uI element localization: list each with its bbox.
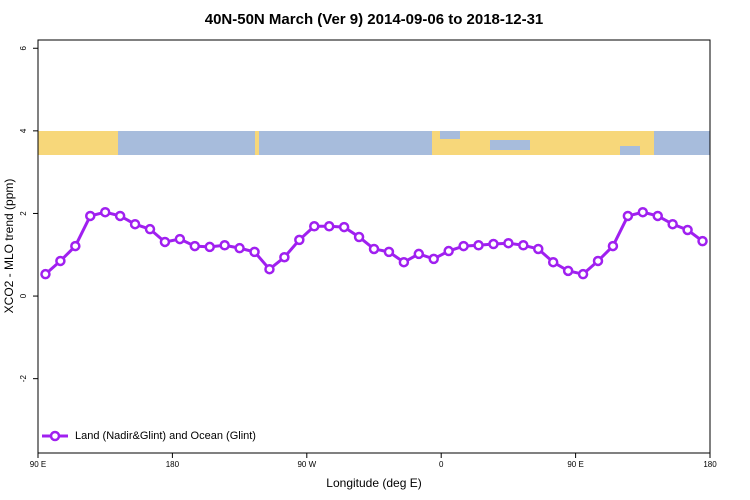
data-point — [144, 223, 156, 235]
y-tick-label: -2 — [19, 375, 28, 383]
data-point — [622, 210, 634, 222]
data-point — [443, 245, 454, 257]
chart-title: 40N-50N March (Ver 9) 2014-09-06 to 2018… — [205, 11, 544, 28]
x-axis-label: Longitude (deg E) — [326, 476, 421, 490]
data-point — [562, 265, 574, 277]
data-point — [682, 224, 693, 236]
x-tick-label: 0 — [439, 460, 444, 469]
data-point — [189, 240, 201, 252]
legend-label: Land (Nadir&Glint) and Ocean (Glint) — [75, 430, 256, 442]
data-point — [577, 268, 589, 280]
data-point — [458, 240, 469, 252]
data-point — [592, 255, 604, 267]
data-point — [637, 206, 649, 218]
data-point — [323, 221, 335, 232]
data-point — [473, 240, 484, 251]
data-point — [353, 231, 365, 243]
x-tick-label: 180 — [703, 460, 717, 469]
x-tick-label: 180 — [166, 460, 180, 469]
data-point — [368, 243, 380, 255]
data-point — [398, 256, 410, 268]
data-point — [219, 240, 230, 251]
x-tick-label: 90 W — [297, 460, 316, 469]
data-point — [264, 263, 275, 275]
land — [38, 131, 118, 155]
data-point — [294, 234, 305, 246]
y-tick-label: 0 — [19, 293, 28, 298]
data-point — [174, 233, 186, 245]
data-point — [114, 210, 126, 222]
map-strip — [38, 131, 710, 155]
data-point — [413, 248, 425, 260]
land — [255, 131, 259, 155]
data-point — [70, 240, 81, 252]
data-point — [279, 251, 290, 263]
x-tick-label: 90 E — [567, 460, 583, 469]
ocean — [490, 140, 530, 150]
data-point — [547, 256, 559, 268]
legend-marker — [49, 430, 61, 442]
y-tick-label: 6 — [19, 45, 28, 50]
data-point — [204, 241, 215, 253]
data-point — [652, 210, 663, 222]
plot-frame — [37, 39, 711, 454]
data-point — [40, 268, 51, 280]
land — [432, 131, 654, 155]
data-point — [533, 243, 544, 255]
data-point — [55, 255, 66, 267]
data-point — [249, 246, 260, 258]
data-point — [607, 240, 619, 252]
data-point — [338, 221, 350, 233]
data-point — [234, 242, 245, 254]
data-point — [697, 235, 708, 247]
data-point — [383, 246, 395, 258]
x-tick-label: 90 E — [30, 460, 46, 469]
data-point — [129, 218, 141, 230]
ocean — [440, 131, 460, 139]
data-point — [428, 253, 439, 265]
data-point — [309, 221, 320, 232]
series-line — [44, 210, 704, 276]
data-point — [503, 237, 514, 249]
data-point — [159, 236, 171, 248]
data-point — [518, 240, 529, 251]
y-tick-label: 2 — [19, 211, 28, 216]
data-point — [667, 218, 678, 230]
y-tick-label: 4 — [19, 128, 28, 133]
y-axis-label: XCO2 - MLO trend (ppm) — [2, 179, 16, 314]
data-point — [99, 206, 111, 218]
ocean — [620, 146, 640, 155]
data-point — [488, 238, 499, 250]
data-point — [85, 210, 96, 222]
